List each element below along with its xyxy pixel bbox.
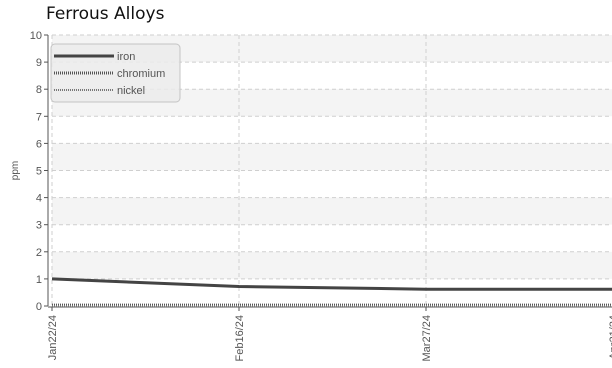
x-tick-label: Apr21/24 — [608, 315, 612, 360]
chart-title: Ferrous Alloys — [46, 4, 165, 24]
y-tick-label: 8 — [36, 84, 42, 96]
grid-band — [52, 251, 612, 279]
y-tick-label: 6 — [36, 138, 42, 150]
grid-band — [52, 197, 612, 225]
y-tick-label: 2 — [36, 247, 42, 259]
x-tick-label: Jan22/24 — [47, 315, 59, 360]
y-tick-label: 9 — [36, 57, 42, 69]
x-tick-labels: Jan22/24 Feb16/24 Mar27/24 Apr21/24 — [47, 307, 612, 361]
y-tick-label: 5 — [36, 166, 42, 178]
y-tick-label: 7 — [36, 111, 42, 123]
y-tick-label: 0 — [36, 301, 42, 313]
series-lines — [51, 277, 612, 307]
y-tick-label: 4 — [36, 193, 42, 205]
y-tick-label: 3 — [36, 220, 42, 232]
grid-band — [52, 143, 612, 171]
y-axis-label: ppm — [10, 161, 21, 180]
series-line-iron — [51, 277, 612, 291]
y-tick-label: 10 — [30, 30, 42, 42]
x-tick-label: Feb16/24 — [234, 315, 246, 361]
y-tick-labels: 0 1 2 3 4 5 6 7 8 9 10 — [30, 30, 48, 313]
plot-background — [52, 35, 612, 279]
legend-label-chromium: chromium — [117, 68, 165, 80]
x-tick-label: Mar27/24 — [421, 315, 433, 361]
y-tick-label: 1 — [36, 274, 42, 286]
legend: iron chromium nickel — [50, 43, 181, 103]
legend-label-iron: iron — [117, 51, 135, 63]
legend-box — [50, 43, 181, 103]
legend-label-nickel: nickel — [117, 85, 145, 97]
